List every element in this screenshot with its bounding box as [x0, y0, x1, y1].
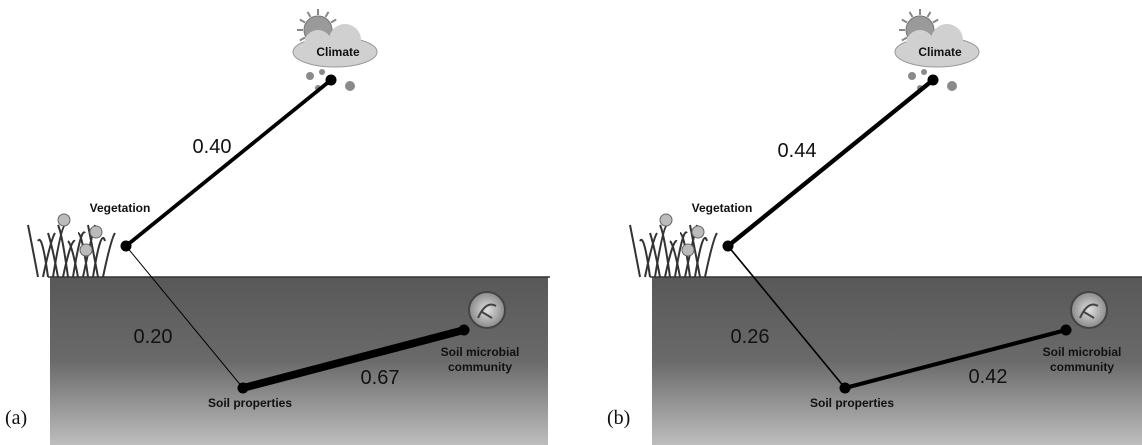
node-label: Vegetation — [692, 201, 753, 215]
panel: Climate Vegetation Soil properties Soil mic… — [5, 9, 550, 445]
grass-blade — [669, 240, 681, 278]
soil-ground — [652, 277, 1142, 445]
grass-blade — [77, 232, 89, 278]
node-dot — [120, 240, 132, 252]
grass-blade — [694, 237, 708, 278]
node-label: community — [1050, 360, 1114, 374]
grass-blade — [62, 240, 76, 278]
node-label: Soil properties — [810, 396, 894, 410]
rain-drop — [908, 72, 916, 80]
grass-blade — [72, 231, 86, 278]
sun-ray — [299, 36, 306, 42]
sun-ray — [908, 11, 914, 18]
sun-ray — [306, 11, 312, 18]
node-label: Climate — [316, 45, 360, 59]
sun-ray — [330, 18, 337, 24]
grass-blade — [659, 224, 671, 278]
flower — [691, 225, 705, 239]
vegetation-icon — [27, 213, 116, 278]
sun-ray — [932, 18, 939, 24]
cloud-puff — [304, 30, 332, 58]
flower — [79, 243, 93, 257]
node-dot — [839, 382, 851, 394]
grass-blade — [704, 232, 718, 278]
microbe-shape — [477, 303, 497, 319]
grass-blade — [67, 240, 79, 278]
edge-label: 0.20 — [134, 326, 173, 348]
sun-ray — [926, 11, 932, 18]
node-label: Climate — [918, 45, 962, 59]
vegetation-icon — [629, 213, 718, 278]
cloud-puff — [931, 24, 963, 56]
flower — [659, 213, 673, 227]
grass-blade — [57, 224, 69, 278]
grass-blade — [639, 238, 651, 278]
panel: Climate Vegetation Soil properties Soil mic… — [607, 9, 1142, 445]
edge — [124, 78, 333, 248]
flower — [681, 243, 695, 257]
flower — [89, 225, 103, 239]
grass-blade — [27, 224, 39, 278]
climate-icon — [292, 9, 378, 91]
grass-blade — [679, 232, 691, 278]
cloud-puff — [906, 30, 934, 58]
edge-label: 0.67 — [361, 367, 400, 389]
sun-ray — [901, 36, 908, 42]
edge-label: 0.42 — [969, 366, 1008, 388]
microbe-icon — [468, 291, 506, 329]
node-dot — [237, 382, 249, 394]
rain-drop — [947, 81, 957, 91]
node-label: Soil properties — [208, 396, 292, 410]
climate-icon — [894, 9, 980, 91]
grass-blade — [87, 224, 99, 278]
grass-blade — [629, 224, 641, 278]
rain-drop — [306, 72, 314, 80]
grass-blade — [42, 232, 56, 278]
node-dot — [325, 74, 337, 86]
rain-drop — [345, 81, 355, 91]
rain-drop — [921, 69, 927, 75]
grass-blade — [644, 232, 658, 278]
node-label: community — [448, 360, 512, 374]
sun-ray — [324, 11, 330, 18]
edge-label: 0.44 — [778, 140, 817, 162]
edge — [125, 245, 244, 389]
node-dot — [722, 240, 734, 252]
grass-blade — [47, 232, 59, 278]
grass-blade — [92, 237, 106, 278]
rain-drop — [319, 69, 325, 75]
grass-blade — [674, 231, 688, 278]
node-dot — [927, 74, 939, 86]
edge — [725, 77, 936, 249]
grass-blade — [689, 224, 701, 278]
edge — [842, 327, 1069, 391]
soil-ground — [50, 277, 548, 445]
panel-label: (b) — [607, 407, 630, 429]
node-dot — [458, 324, 470, 336]
node-dot — [1060, 324, 1072, 336]
sun-ray — [901, 18, 908, 24]
sun-ray — [299, 18, 306, 24]
microbe-icon — [1070, 291, 1108, 329]
flower — [57, 213, 71, 227]
grass-blade — [37, 238, 49, 278]
node-label: Soil microbial — [441, 345, 520, 359]
grass-blade — [664, 240, 678, 278]
grass-blade — [649, 232, 661, 278]
panel-label: (a) — [5, 407, 27, 429]
edge-label: 0.26 — [731, 326, 770, 348]
edge — [727, 245, 846, 389]
node-label: Vegetation — [90, 201, 151, 215]
edge-label: 0.40 — [193, 136, 232, 158]
microbe-shape — [1079, 303, 1099, 319]
edge — [239, 326, 468, 392]
grass-blade — [102, 232, 116, 278]
node-label: Soil microbial — [1043, 345, 1122, 359]
cloud-puff — [329, 24, 361, 56]
